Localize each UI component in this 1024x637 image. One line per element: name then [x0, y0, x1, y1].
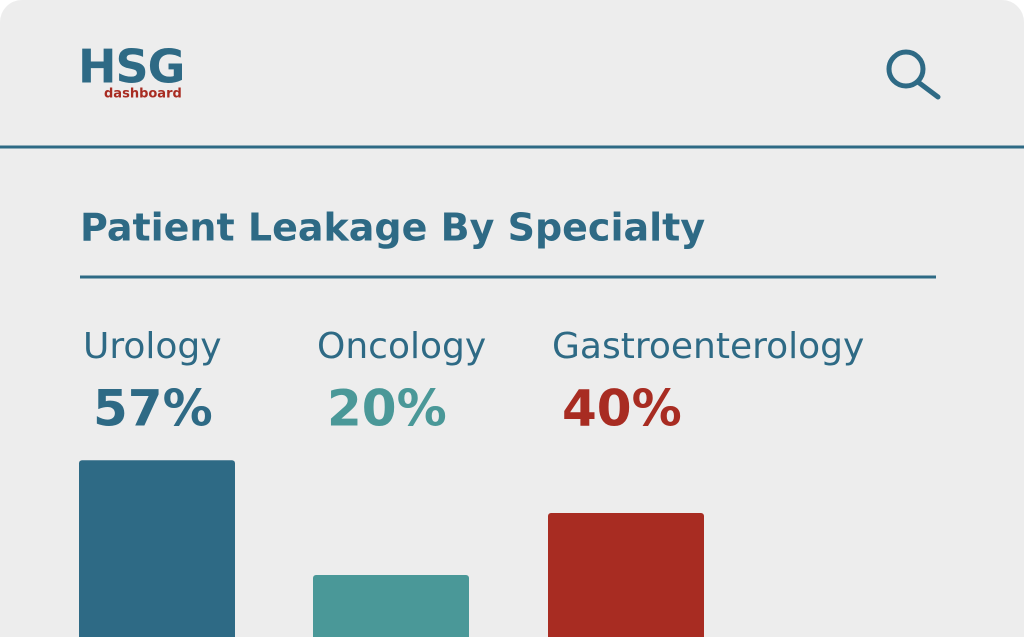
logo: HSG [78, 40, 184, 94]
search-icon-handle [915, 79, 941, 100]
chart-title: Patient Leakage By Specialty [80, 206, 705, 250]
bar [313, 575, 469, 637]
search-icon [886, 49, 926, 89]
bar [79, 460, 235, 637]
value-label: 57% [93, 380, 213, 438]
category-label: Oncology [317, 326, 486, 367]
bar [548, 513, 704, 637]
logo-subtitle: dashboard [104, 87, 182, 102]
search-button[interactable] [886, 49, 941, 100]
value-label: 40% [562, 380, 682, 438]
category-label: Urology [83, 326, 222, 367]
category-label: Gastroenterology [552, 326, 864, 367]
value-label: 20% [327, 380, 447, 438]
